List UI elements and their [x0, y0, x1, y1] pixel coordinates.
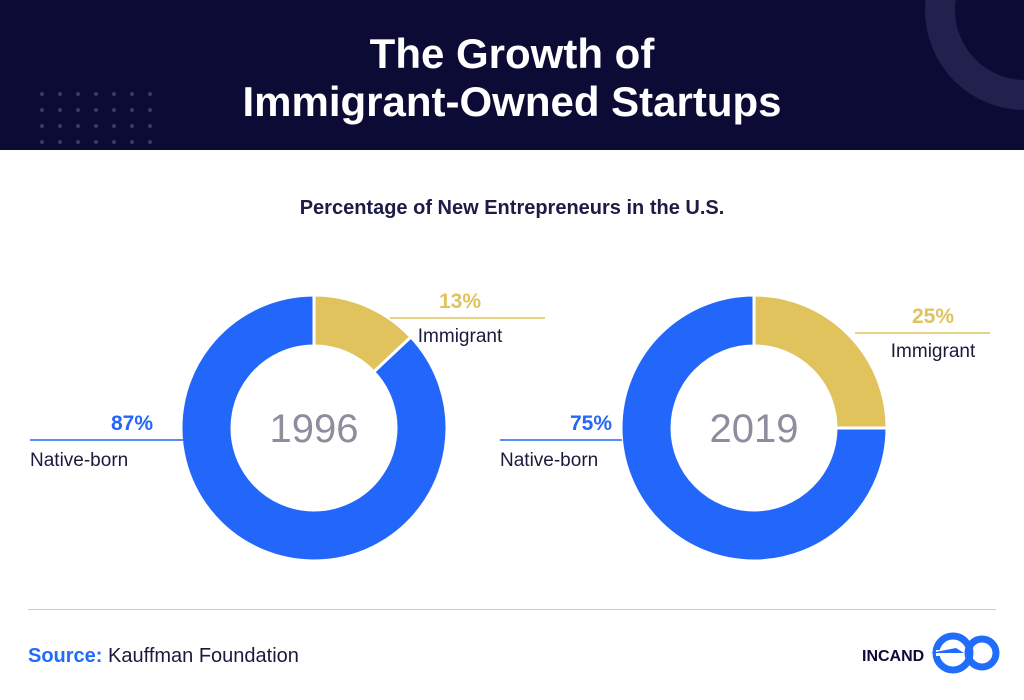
decorative-dot: [148, 140, 152, 144]
page-title: The Growth of Immigrant-Owned Startups: [0, 30, 1024, 126]
logo-arrow-icon: [930, 648, 964, 653]
immigrant-percent-label: 13%: [439, 290, 481, 313]
decorative-dot: [58, 108, 62, 112]
footer-divider: [28, 609, 996, 610]
native-born-category-label: Native-born: [500, 450, 598, 471]
decorative-dot: [94, 140, 98, 144]
decorative-dot: [76, 108, 80, 112]
title-line-2: Immigrant-Owned Startups: [242, 78, 782, 125]
source-label: Source:: [28, 645, 103, 667]
incandgo-logo: INCAND: [862, 632, 1000, 674]
decorative-dot: [76, 124, 80, 128]
immigrant-percent-label: 25%: [912, 305, 954, 328]
donut-center-year: 1996: [270, 407, 359, 451]
decorative-dot: [112, 124, 116, 128]
decorative-dot: [40, 92, 44, 96]
header-banner: The Growth of Immigrant-Owned Startups: [0, 0, 1024, 150]
native-born-percent-label: 87%: [111, 412, 153, 435]
decorative-dot: [112, 140, 116, 144]
decorative-dot: [94, 108, 98, 112]
decorative-dot: [58, 124, 62, 128]
decorative-dot: [76, 92, 80, 96]
decorative-dot: [58, 140, 62, 144]
chart-subtitle: Percentage of New Entrepreneurs in the U…: [299, 197, 725, 219]
donut-center-year: 2019: [710, 407, 799, 451]
decorative-dot: [148, 124, 152, 128]
immigrant-category-label: Immigrant: [418, 326, 503, 347]
decorative-dot: [40, 124, 44, 128]
decorative-dot-grid: [40, 92, 160, 147]
native-born-percent-label: 75%: [570, 412, 612, 435]
decorative-dot: [130, 124, 134, 128]
decorative-dot: [148, 108, 152, 112]
donut-slice-native-born: [619, 293, 889, 563]
decorative-dot: [112, 92, 116, 96]
decorative-dot: [94, 124, 98, 128]
decorative-dot: [40, 108, 44, 112]
logo-ring-o: [964, 635, 1000, 671]
decorative-dot: [148, 92, 152, 96]
decorative-dot: [130, 92, 134, 96]
decorative-dot: [112, 108, 116, 112]
decorative-dot: [130, 108, 134, 112]
decorative-dot: [40, 140, 44, 144]
decorative-dot: [130, 140, 134, 144]
logo-text: INCAND: [862, 648, 924, 665]
title-line-1: The Growth of: [369, 30, 655, 77]
source-line: Source: Kauffman Foundation: [28, 645, 299, 668]
decorative-dot: [76, 140, 80, 144]
source-text: Kauffman Foundation: [108, 645, 299, 667]
decorative-dot: [94, 92, 98, 96]
donut-slice-native-born: [179, 293, 449, 563]
immigrant-category-label: Immigrant: [891, 341, 976, 362]
native-born-category-label: Native-born: [30, 450, 128, 471]
decorative-dot: [58, 92, 62, 96]
